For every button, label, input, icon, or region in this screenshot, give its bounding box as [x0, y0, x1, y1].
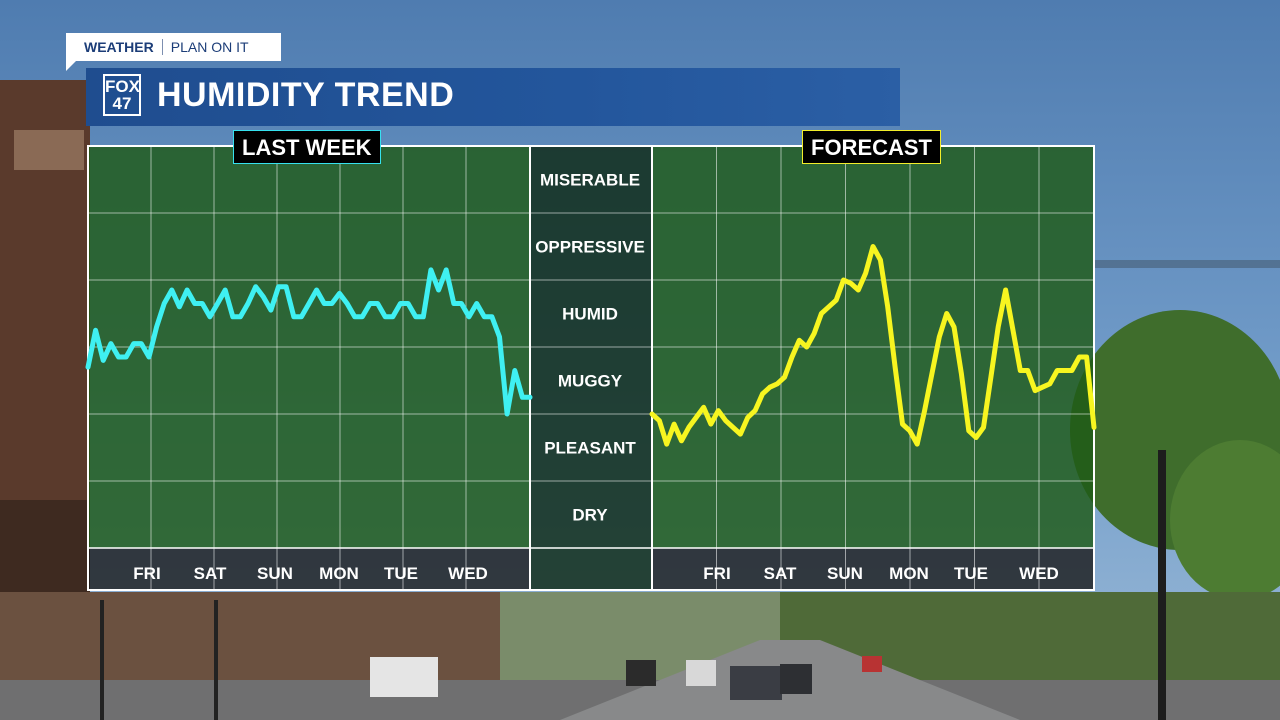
forecast-label: FORECAST [802, 130, 941, 164]
y-level-label-pleasant: PLEASANT [544, 439, 636, 458]
page-title: HUMIDITY TREND [157, 76, 455, 114]
y-level-label-muggy: MUGGY [558, 372, 623, 391]
plan-on-it-label: PLAN ON IT [170, 39, 249, 55]
tag-notch [66, 61, 76, 71]
day-label-wed: WED [448, 564, 488, 583]
title-bar [86, 68, 900, 126]
fox47-logo: FOX 47 [103, 74, 141, 116]
y-level-label-oppressive: OPPRESSIVE [535, 238, 645, 257]
day-label-mon: MON [319, 564, 359, 583]
last-week-label: LAST WEEK [233, 130, 381, 164]
day-axis-band [88, 548, 530, 590]
day-label-tue: TUE [954, 564, 988, 583]
day-label-sun: SUN [827, 564, 863, 583]
day-label-tue: TUE [384, 564, 418, 583]
day-label-sat: SAT [764, 564, 797, 583]
forecast-humidity-line [649, 244, 1097, 447]
y-level-label-dry: DRY [572, 506, 608, 525]
tag-divider [161, 39, 163, 55]
category-column [530, 146, 652, 590]
day-label-wed: WED [1019, 564, 1059, 583]
day-axis-band [652, 548, 1094, 590]
logo-text-47: 47 [112, 94, 132, 113]
weather-tag: WEATHER PLAN ON IT [66, 33, 281, 61]
weather-label: WEATHER [84, 39, 154, 55]
day-label-fri: FRI [703, 564, 730, 583]
day-label-sat: SAT [194, 564, 227, 583]
last-week-humidity-line [85, 267, 533, 417]
y-level-label-miserable: MISERABLE [540, 171, 640, 190]
day-label-sun: SUN [257, 564, 293, 583]
y-level-label-humid: HUMID [562, 305, 618, 324]
logo-text-fox: FOX [105, 77, 140, 96]
day-label-fri: FRI [133, 564, 160, 583]
day-label-mon: MON [889, 564, 929, 583]
